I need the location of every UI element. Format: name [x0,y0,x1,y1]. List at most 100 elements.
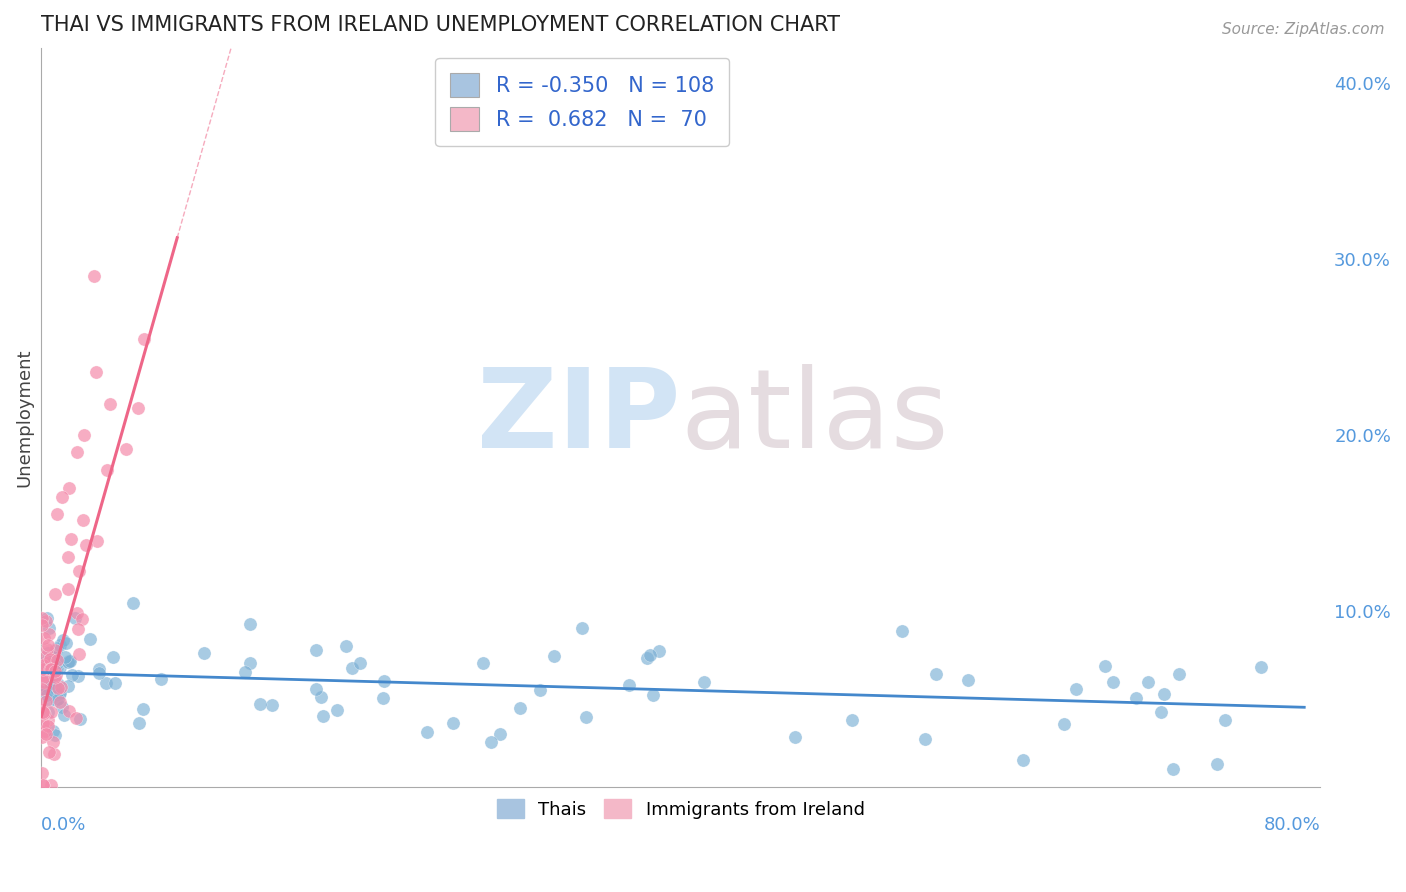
Point [44,643,66,657]
Point [249,698,271,712]
Point [42,723,65,738]
Point [239,616,262,631]
Point [55,635,77,649]
Point [335,639,357,653]
Point [39,662,62,676]
Point [1153,687,1175,701]
Point [1102,674,1125,689]
Point [641,689,664,703]
Point [39,662,62,676]
Point [1167,667,1189,681]
Point [785,730,807,744]
Point [127,401,149,416]
Point [305,681,328,696]
Point [193,646,215,660]
Point [65,711,87,725]
Point [373,674,395,689]
Point [46,677,69,691]
Point [58,481,80,495]
Point [46,662,69,676]
Point [39,677,62,691]
Point [67,564,90,578]
Point [35,611,58,625]
Point [638,648,661,662]
Point [305,643,328,657]
Point [51,700,73,714]
Point [32,662,55,676]
Point [98,397,121,411]
Point [66,669,89,683]
Point [67,647,90,661]
Point [51,490,73,504]
Point [31,778,53,792]
Point [32,706,55,720]
Point [1161,762,1184,776]
Point [83,269,105,284]
Point [48,695,70,709]
Point [53,708,76,723]
Point [543,649,565,664]
Point [87,666,110,681]
Point [32,675,55,690]
Point [349,656,371,670]
Point [309,690,332,704]
Point [636,651,658,665]
Point [35,648,58,663]
Point [32,706,55,721]
Point [693,675,716,690]
Point [34,631,56,645]
Point [325,703,347,717]
Point [58,704,80,718]
Point [841,714,863,728]
Point [260,698,283,712]
Point [69,712,91,726]
Point [34,724,56,739]
Legend: Thais, Immigrants from Ireland: Thais, Immigrants from Ireland [489,792,872,826]
Point [39,706,62,720]
Point [96,462,118,476]
Point [128,715,150,730]
Point [49,660,72,674]
Point [94,676,117,690]
Point [104,676,127,690]
Point [31,656,53,670]
Point [509,700,531,714]
Point [35,727,58,741]
Point [35,656,58,670]
Point [59,655,82,669]
Point [34,679,56,693]
Point [1125,690,1147,705]
Point [79,632,101,647]
Point [44,665,66,679]
Point [31,730,53,744]
Point [37,719,59,733]
Point [48,687,70,701]
Text: atlas: atlas [681,364,949,471]
Point [890,624,912,638]
Point [37,688,59,702]
Point [32,681,55,695]
Point [31,682,53,697]
Point [66,607,89,621]
Point [619,678,641,692]
Point [131,702,153,716]
Point [87,662,110,676]
Point [37,713,59,727]
Point [49,680,72,694]
Point [56,679,79,693]
Point [1205,756,1227,771]
Point [45,682,67,697]
Y-axis label: Unemployment: Unemployment [15,348,32,486]
Point [46,692,69,706]
Point [1011,753,1033,767]
Point [42,668,65,682]
Point [45,663,67,677]
Point [38,693,60,707]
Text: 0.0%: 0.0% [41,816,87,835]
Point [44,587,66,601]
Point [32,668,55,682]
Point [53,650,76,665]
Point [35,615,58,629]
Text: THAI VS IMMIGRANTS FROM IRELAND UNEMPLOYMENT CORRELATION CHART: THAI VS IMMIGRANTS FROM IRELAND UNEMPLOY… [41,15,841,35]
Point [44,687,66,701]
